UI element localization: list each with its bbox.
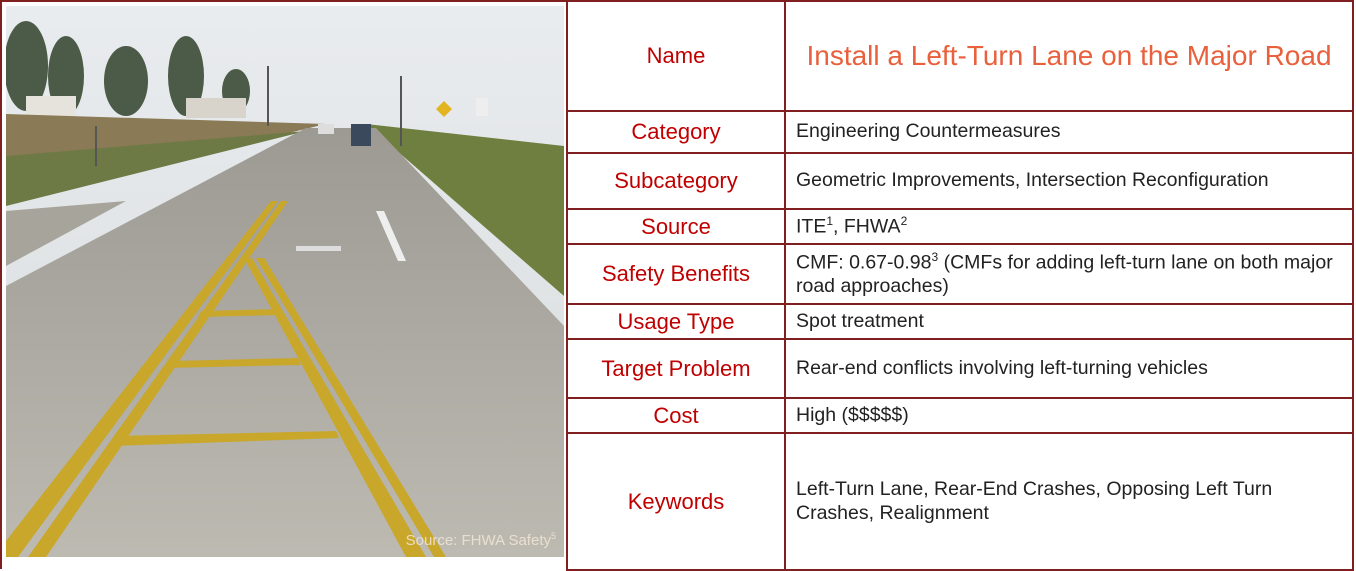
row-value: Left-Turn Lane, Rear-End Crashes, Opposi… xyxy=(784,432,1354,571)
value-text: (CMFs for adding left-turn lane on both … xyxy=(796,251,1333,297)
row-value: Spot treatment xyxy=(784,303,1354,340)
table-row: Subcategory Geometric Improvements, Inter… xyxy=(566,152,1354,210)
row-value: CMF: 0.67-0.983 (CMFs for adding left-tu… xyxy=(784,243,1354,305)
row-label: Category xyxy=(566,110,786,154)
footnote-ref: 1 xyxy=(826,214,834,229)
row-value: Engineering Countermeasures xyxy=(784,110,1354,154)
row-value: Rear-end conflicts involving left-turnin… xyxy=(784,338,1354,399)
table-row: Source ITE1, FHWA2 xyxy=(566,208,1354,245)
value-text: Engineering Countermeasures xyxy=(796,120,1061,143)
photo-cell: Source: FHWA Safety5 xyxy=(0,0,566,569)
value-text: Left-Turn Lane, Rear-End Crashes, Opposi… xyxy=(796,478,1273,524)
table-row: Target Problem Rear-end conflicts involvi… xyxy=(566,338,1354,399)
row-label: Subcategory xyxy=(566,152,786,210)
footnote-ref: 2 xyxy=(900,214,908,229)
road-photo xyxy=(6,6,564,557)
row-label: Usage Type xyxy=(566,303,786,340)
value-text: High ($$$$$) xyxy=(796,403,909,426)
row-label: Keywords xyxy=(566,432,786,571)
table-row: Safety Benefits CMF: 0.67-0.983 (CMFs for… xyxy=(566,243,1354,305)
caption-sup: 5 xyxy=(550,531,556,541)
row-label: Source xyxy=(566,208,786,245)
value-text: ITE xyxy=(796,215,827,238)
value-text: , FHWA xyxy=(833,215,901,238)
footnote-ref: 3 xyxy=(931,249,939,264)
row-value: Install a Left-Turn Lane on the Major Ro… xyxy=(784,0,1354,112)
value-text: Geometric Improvements, Intersection Rec… xyxy=(796,169,1269,192)
photo-caption: Source: FHWA Safety5 xyxy=(406,531,556,549)
info-table: Name Install a Left-Turn Lane on the Majo… xyxy=(566,0,1354,571)
value-text: CMF: 0.67-0.98 xyxy=(796,251,932,274)
row-value: ITE1, FHWA2 xyxy=(784,208,1354,245)
value-text: Spot treatment xyxy=(796,309,924,332)
table-row: Usage Type Spot treatment xyxy=(566,303,1354,340)
table-row: Keywords Left-Turn Lane, Rear-End Crashes… xyxy=(566,432,1354,571)
row-value: High ($$$$$) xyxy=(784,397,1354,434)
table-row: Name Install a Left-Turn Lane on the Majo… xyxy=(566,0,1354,112)
table-row: Cost High ($$$$$) xyxy=(566,397,1354,434)
value-text: Install a Left-Turn Lane on the Major Ro… xyxy=(806,39,1332,71)
row-label: Cost xyxy=(566,397,786,434)
row-label: Target Problem xyxy=(566,338,786,399)
row-value: Geometric Improvements, Intersection Rec… xyxy=(784,152,1354,210)
caption-text: Source: FHWA Safety xyxy=(405,532,551,549)
value-text: Rear-end conflicts involving left-turnin… xyxy=(796,356,1208,379)
row-label: Safety Benefits xyxy=(566,243,786,305)
table-row: Category Engineering Countermeasures xyxy=(566,110,1354,154)
row-label: Name xyxy=(566,0,786,112)
